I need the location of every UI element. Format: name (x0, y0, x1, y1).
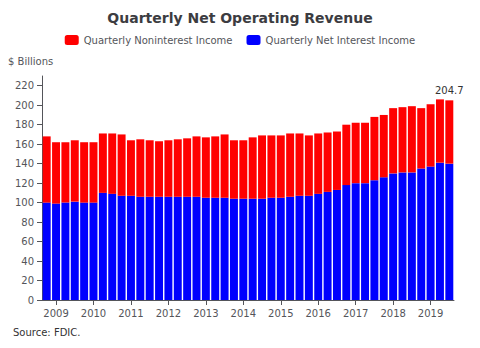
svg-text:Quarterly Noninterest Income: Quarterly Noninterest Income (84, 35, 233, 46)
svg-text:0: 0 (28, 295, 34, 306)
svg-text:120: 120 (15, 178, 34, 189)
svg-text:2016: 2016 (306, 308, 331, 319)
svg-text:2015: 2015 (268, 308, 293, 319)
svg-text:200: 200 (15, 100, 34, 111)
svg-text:2011: 2011 (118, 308, 143, 319)
svg-text:140: 140 (15, 158, 34, 169)
svg-text:Source: FDIC.: Source: FDIC. (13, 327, 80, 338)
svg-text:160: 160 (15, 139, 34, 150)
svg-text:Quarterly Net Operating Revenu: Quarterly Net Operating Revenue (107, 10, 372, 26)
svg-text:Quarterly Net Interest Income: Quarterly Net Interest Income (266, 35, 416, 46)
svg-text:2010: 2010 (81, 308, 106, 319)
svg-text:40: 40 (21, 256, 34, 267)
svg-text:80: 80 (21, 217, 34, 228)
svg-text:204.7: 204.7 (435, 85, 464, 96)
svg-text:180: 180 (15, 119, 34, 130)
svg-text:2017: 2017 (343, 308, 368, 319)
svg-text:20: 20 (21, 275, 34, 286)
svg-text:2018: 2018 (380, 308, 405, 319)
svg-text:2012: 2012 (156, 308, 181, 319)
svg-text:2009: 2009 (43, 308, 68, 319)
svg-text:2014: 2014 (231, 308, 256, 319)
svg-text:2013: 2013 (193, 308, 218, 319)
svg-text:220: 220 (15, 80, 34, 91)
svg-text:60: 60 (21, 236, 34, 247)
svg-text:2019: 2019 (418, 308, 443, 319)
svg-text:100: 100 (15, 197, 34, 208)
svg-text:$ Billions: $ Billions (8, 56, 53, 67)
